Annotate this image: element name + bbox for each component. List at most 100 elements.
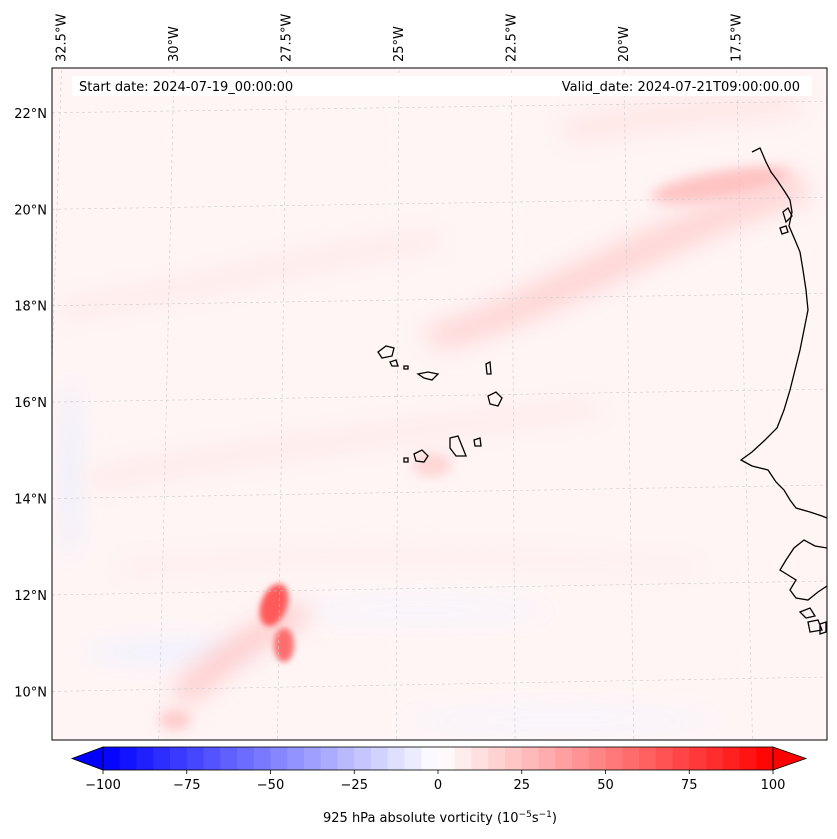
- vorticity-negative-region: [62, 380, 78, 560]
- colorbar-label-exponent-2: −1: [539, 810, 552, 820]
- colorbar-segment: [555, 747, 573, 770]
- colorbar-label-exponent-1: −5: [519, 810, 532, 820]
- map-background: [52, 68, 827, 740]
- meridian-line: [395, 68, 400, 740]
- vorticity-maximum-north: [259, 583, 289, 627]
- longitude-tick-label: 17.5°W: [730, 14, 745, 62]
- colorbar-segment: [588, 747, 606, 770]
- meridian-line: [277, 68, 287, 740]
- colorbar-segment: [488, 747, 506, 770]
- map-panel: Start date: 2024-07-19_00:00:00 Valid_da…: [40, 5, 837, 740]
- longitude-tick-label: 27.5°W: [280, 14, 295, 62]
- colorbar-segment: [706, 747, 724, 770]
- vorticity-maximum-south: [274, 628, 294, 662]
- vorticity-positive-band: [90, 400, 600, 490]
- vorticity-negative-region: [290, 600, 550, 620]
- colorbar-tick-label: −25: [341, 778, 368, 793]
- colorbar-segment: [622, 747, 640, 770]
- vorticity-positive-band: [170, 600, 310, 705]
- colorbar: −100 −75 −50 −25 0 25 50 75 100 925 hPa absolute…: [70, 746, 808, 826]
- longitude-tick-label: 22.5°W: [505, 14, 520, 62]
- island-sao-vicente: [389, 359, 399, 367]
- longitude-labels: 32.5°W 30°W 27.5°W 25°W 22.5°W 20°W 17.5°W: [55, 14, 745, 62]
- parallel-line: [40, 5, 837, 17]
- island-maio: [473, 437, 482, 447]
- island-brava: [403, 457, 409, 463]
- colorbar-segment: [404, 747, 422, 770]
- colorbar-tick-label: −50: [257, 778, 284, 793]
- colorbar-segment: [655, 747, 673, 770]
- parallel-line: [52, 196, 827, 210]
- vorticity-positive-band: [560, 90, 800, 145]
- colorbar-max-extend-arrow: [772, 746, 808, 771]
- colorbar-segment: [521, 747, 539, 770]
- vorticity-positive-band: [420, 170, 810, 350]
- colorbar-segment: [170, 747, 188, 770]
- vorticity-field: [60, 90, 810, 730]
- parallel-line: [52, 676, 827, 692]
- longitude-tick-label: 20°W: [617, 26, 632, 62]
- island-santa-luzia: [403, 365, 409, 370]
- parallel-line: [52, 292, 827, 306]
- latitude-tick-label: 18°N: [14, 300, 47, 315]
- colorbar-segment: [639, 747, 657, 770]
- island-santo-antao: [377, 345, 395, 359]
- island-sal: [485, 360, 492, 375]
- colorbar-tick-label: 50: [597, 778, 614, 793]
- colorbar-segment: [270, 747, 288, 770]
- colorbar-segment: [572, 747, 590, 770]
- island-sao-nicolau: [416, 371, 440, 381]
- valid-date-label: Valid_date: 2024-07-21T09:00:00.00: [562, 80, 800, 95]
- longitude-tick-label: 30°W: [167, 26, 182, 62]
- colorbar-segment: [304, 747, 322, 770]
- colorbar-segment: [438, 747, 456, 770]
- colorbar-segment: [756, 747, 774, 770]
- colorbar-segment: [253, 747, 271, 770]
- parallel-line: [52, 388, 827, 403]
- colorbar-segment: [354, 747, 372, 770]
- colorbar-segment: [287, 747, 305, 770]
- colorbar-segment: [103, 747, 121, 770]
- colorbar-segment: [136, 747, 154, 770]
- colorbar-segment: [421, 747, 439, 770]
- colorbar-label-unit: s: [532, 811, 539, 826]
- colorbar-segments: [103, 747, 774, 770]
- colorbar-segment: [605, 747, 623, 770]
- colorbar-min-extend-arrow: [70, 746, 104, 771]
- meridian-line: [52, 68, 62, 375]
- colorbar-segment: [471, 747, 489, 770]
- colorbar-segment: [320, 747, 338, 770]
- latitude-tick-label: 16°N: [14, 396, 47, 411]
- meridian-line: [511, 68, 516, 740]
- parallel-line: [52, 580, 827, 596]
- vorticity-coastal-maximum: [651, 166, 789, 204]
- colorbar-label-text: 925 hPa absolute vorticity (10: [323, 811, 519, 826]
- colorbar-segment: [672, 747, 690, 770]
- colorbar-segment: [454, 747, 472, 770]
- colorbar-label-end: ): [552, 811, 557, 826]
- colorbar-segment: [739, 747, 757, 770]
- colorbar-ticks: −100 −75 −50 −25 0 25 50 75 100: [85, 770, 785, 793]
- longitude-tick-label: 32.5°W: [55, 14, 70, 62]
- colorbar-segment: [337, 747, 355, 770]
- africa-coastline-south: [779, 539, 827, 601]
- latitude-tick-label: 20°N: [14, 203, 47, 218]
- colorbar-tick-label: 75: [681, 778, 698, 793]
- coastlines: [377, 147, 827, 635]
- start-date-label: Start date: 2024-07-19_00:00:00: [79, 80, 293, 95]
- colorbar-segment: [371, 747, 389, 770]
- colorbar-segment: [119, 747, 137, 770]
- meridian-line: [623, 68, 635, 740]
- longitude-tick-label: 25°W: [392, 26, 407, 62]
- colorbar-segment: [505, 747, 523, 770]
- colorbar-segment: [722, 747, 740, 770]
- island-fogo: [413, 449, 429, 463]
- colorbar-label: 925 hPa absolute vorticity (10−5s−1): [323, 810, 557, 826]
- island-santiago: [449, 435, 467, 457]
- stamp-background: [72, 76, 812, 96]
- latitude-tick-label: 10°N: [14, 685, 47, 700]
- vorticity-small-maximum: [412, 453, 452, 477]
- parallel-line: [52, 484, 827, 499]
- vorticity-positive-band: [60, 230, 440, 320]
